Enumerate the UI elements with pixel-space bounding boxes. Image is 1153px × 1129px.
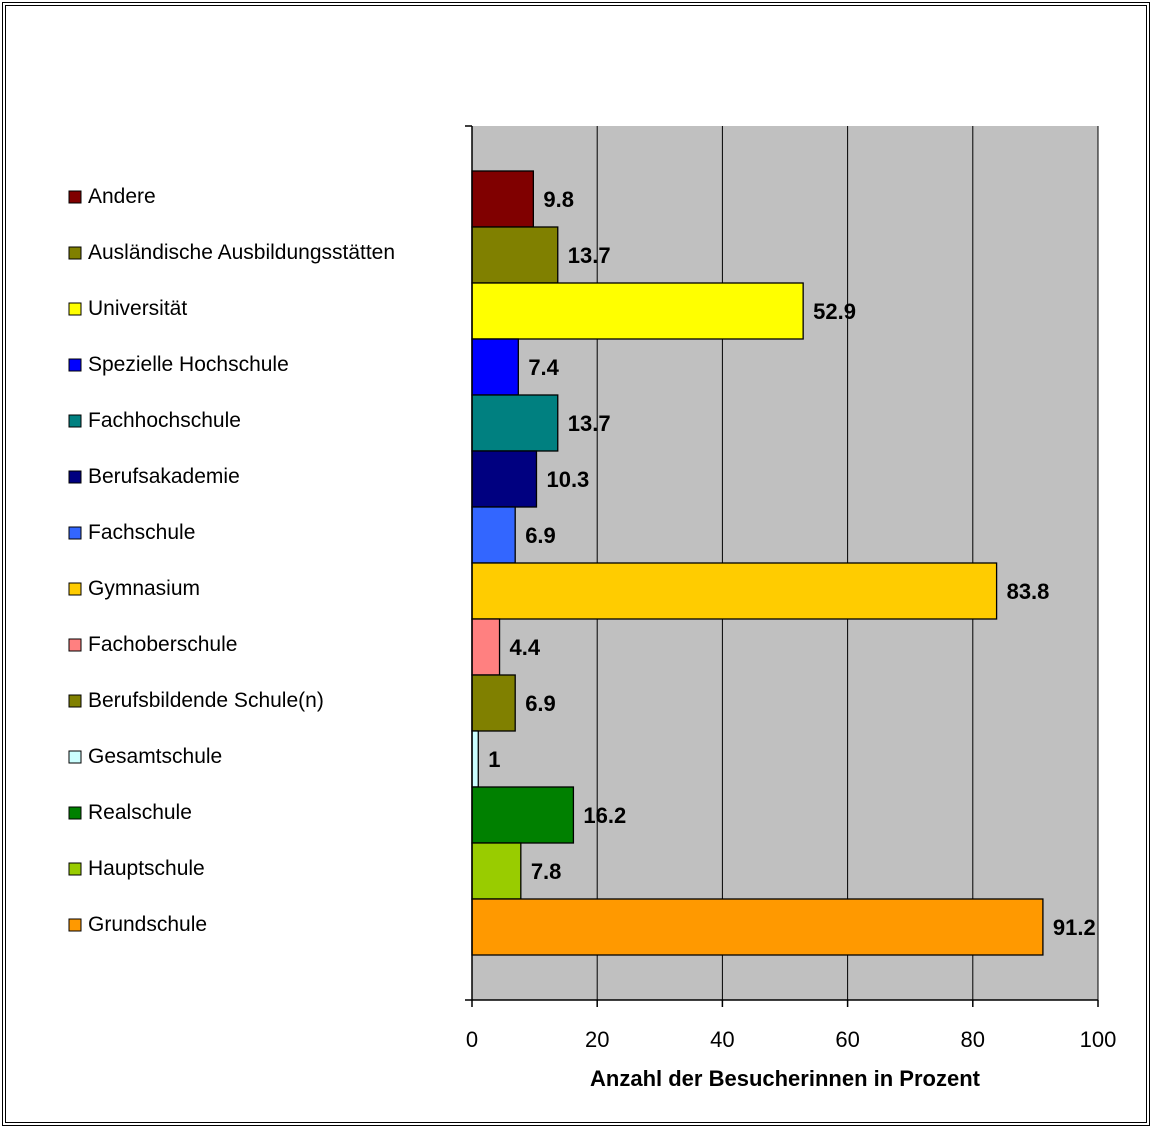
value-label-1: 13.7 xyxy=(568,243,611,268)
legend-swatch-6 xyxy=(68,526,82,540)
value-label-11: 16.2 xyxy=(583,803,626,828)
legend-swatch-4 xyxy=(68,414,82,428)
legend-swatch-13 xyxy=(68,918,82,932)
legend-label-1: Ausländische Ausbildungsstätten xyxy=(88,241,395,264)
x-tick-label-2: 40 xyxy=(710,1027,734,1052)
legend: Andere Ausländische Ausbildungsstätten Uni… xyxy=(68,185,395,936)
legend-label-0: Andere xyxy=(88,185,156,208)
legend-label-11: Realschule xyxy=(88,801,192,824)
legend-label-13: Grundschule xyxy=(88,913,207,936)
bar-6 xyxy=(471,506,516,564)
bar-1 xyxy=(471,226,559,284)
value-label-7: 83.8 xyxy=(1007,579,1050,604)
value-label-10: 1 xyxy=(488,747,500,772)
value-label-0: 9.8 xyxy=(543,187,574,212)
value-label-8: 4.4 xyxy=(510,635,541,660)
legend-swatch-2 xyxy=(68,302,82,316)
legend-swatch-0 xyxy=(68,190,82,204)
bar-11 xyxy=(471,786,575,844)
bar-13 xyxy=(471,898,1044,956)
x-tick-label-5: 100 xyxy=(1080,1027,1117,1052)
value-label-5: 10.3 xyxy=(546,467,589,492)
legend-swatch-12 xyxy=(68,862,82,876)
legend-label-12: Hauptschule xyxy=(88,857,205,880)
legend-swatch-9 xyxy=(68,694,82,708)
value-label-13: 91.2 xyxy=(1053,915,1096,940)
value-label-2: 52.9 xyxy=(813,299,856,324)
bar-chart: 9.8 13.7 52.9 7.4 13.7 10.3 6.9 83.8 4.4 6.9 1 16.2… xyxy=(68,125,1116,1091)
value-label-6: 6.9 xyxy=(525,523,556,548)
legend-label-6: Fachschule xyxy=(88,521,195,544)
bar-4 xyxy=(471,394,559,452)
bar-8 xyxy=(471,618,501,676)
legend-label-3: Spezielle Hochschule xyxy=(88,353,289,376)
legend-label-2: Universität xyxy=(88,297,187,320)
legend-label-5: Berufsakademie xyxy=(88,465,240,488)
value-label-12: 7.8 xyxy=(531,859,562,884)
bars xyxy=(471,170,1044,956)
x-axis-title: Anzahl der Besucherinnen in Prozent xyxy=(590,1066,981,1091)
bar-7 xyxy=(471,562,998,620)
x-tick-labels: 0 20 40 60 80 100 xyxy=(466,1027,1116,1052)
legend-label-8: Fachoberschule xyxy=(88,633,237,656)
bar-9 xyxy=(471,674,516,732)
bar-10 xyxy=(471,730,479,788)
legend-label-4: Fachhochschule xyxy=(88,409,241,432)
legend-swatch-11 xyxy=(68,806,82,820)
bar-5 xyxy=(471,450,538,508)
legend-swatch-1 xyxy=(68,246,82,260)
x-tick-label-1: 20 xyxy=(585,1027,609,1052)
value-label-4: 13.7 xyxy=(568,411,611,436)
value-labels: 9.8 13.7 52.9 7.4 13.7 10.3 6.9 83.8 4.4 6.9 1 16.2… xyxy=(488,187,1095,940)
value-label-3: 7.4 xyxy=(528,355,559,380)
x-tick-label-4: 80 xyxy=(961,1027,985,1052)
legend-swatch-3 xyxy=(68,358,82,372)
x-tick-label-0: 0 xyxy=(466,1027,478,1052)
legend-swatch-8 xyxy=(68,638,82,652)
bar-3 xyxy=(471,338,519,396)
legend-swatch-5 xyxy=(68,470,82,484)
bar-2 xyxy=(471,282,804,340)
bar-12 xyxy=(471,842,522,900)
legend-label-9: Berufsbildende Schule(n) xyxy=(88,689,324,712)
legend-label-7: Gymnasium xyxy=(88,577,200,600)
legend-swatch-10 xyxy=(68,750,82,764)
x-tick-label-3: 60 xyxy=(835,1027,859,1052)
bar-0 xyxy=(471,170,534,228)
legend-swatch-7 xyxy=(68,582,82,596)
value-label-9: 6.9 xyxy=(525,691,556,716)
legend-label-10: Gesamtschule xyxy=(88,745,222,768)
axes xyxy=(465,125,1099,1007)
